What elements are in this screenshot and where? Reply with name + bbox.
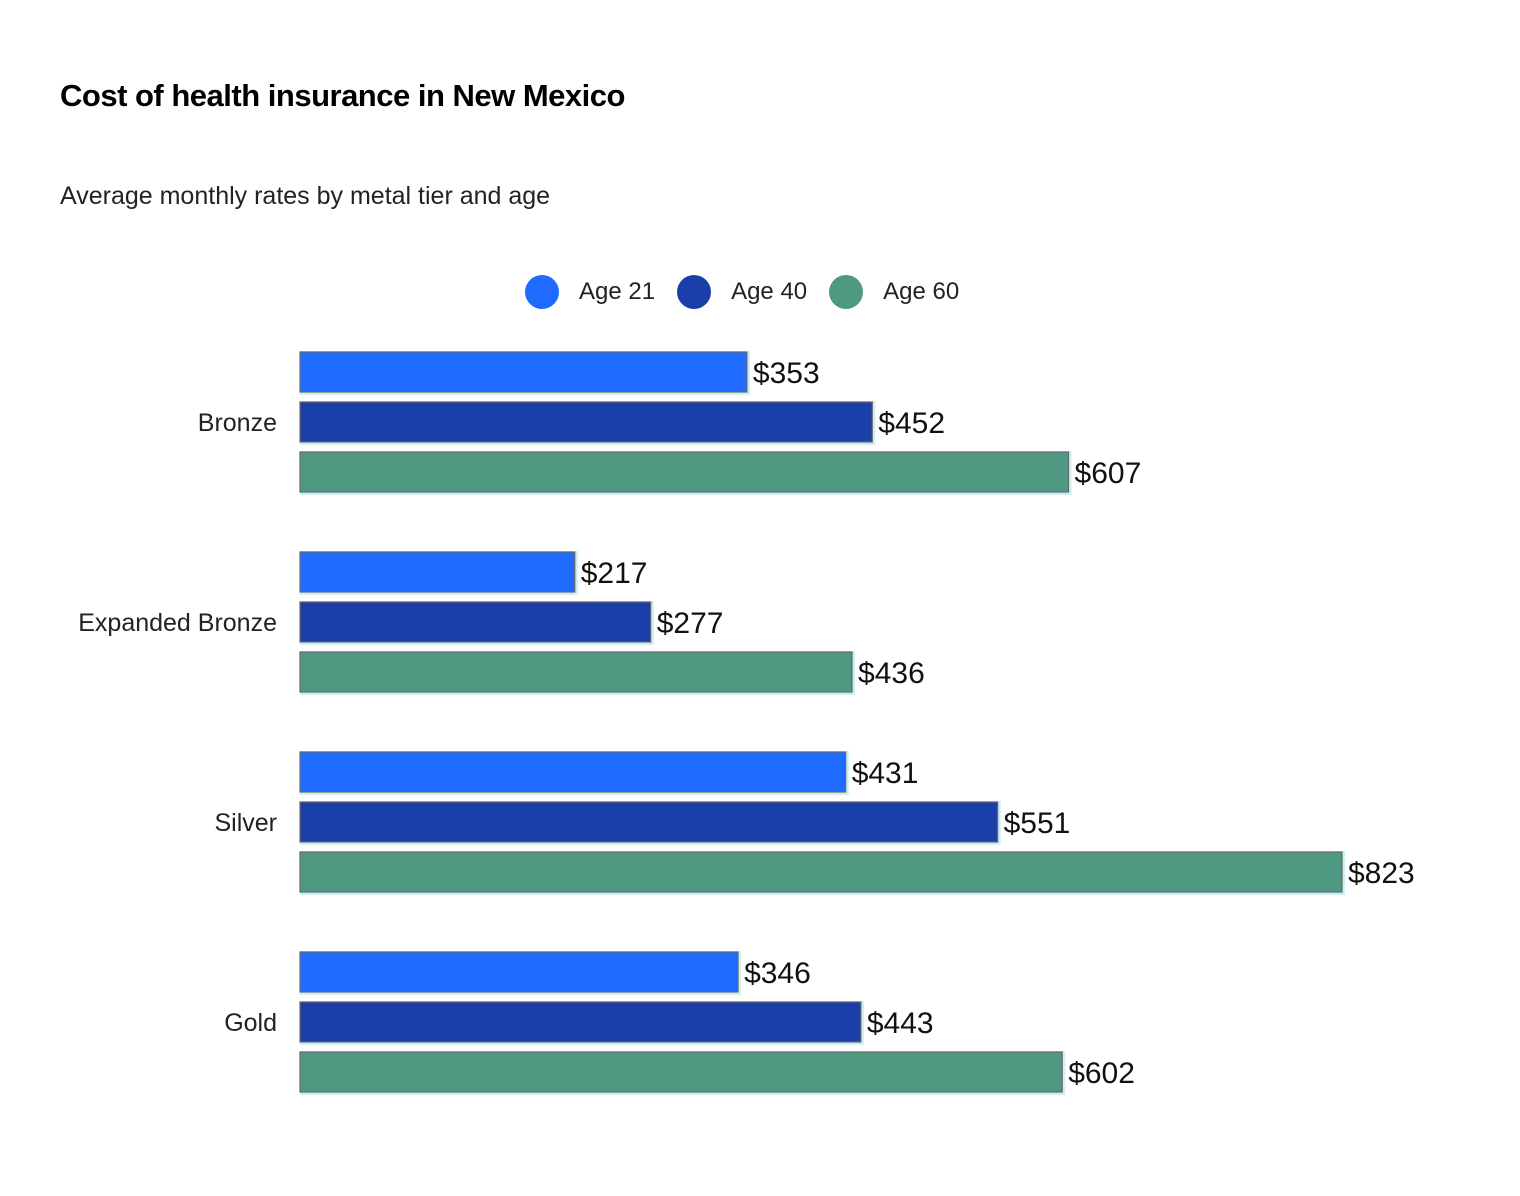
bar-expanded-bronze-age-60[interactable]: [299, 651, 853, 693]
category-label-expanded-bronze: Expanded Bronze: [78, 609, 277, 637]
legend: Age 21 Age 40 Age 60: [525, 272, 981, 312]
bar-expanded-bronze-age-40[interactable]: [299, 601, 652, 643]
bar-gold-age-21[interactable]: [299, 951, 739, 993]
value-label-gold-age-60: $602: [1068, 1057, 1135, 1090]
bar-bronze-age-60[interactable]: [299, 451, 1070, 493]
value-label-expanded-bronze-age-21: $217: [581, 557, 648, 590]
legend-label-age-60: Age 60: [883, 278, 960, 305]
value-label-gold-age-21: $346: [744, 957, 811, 990]
legend-dot-age-21: [525, 275, 559, 309]
bar-gold-age-40[interactable]: [299, 1001, 862, 1043]
legend-label-age-40: Age 40: [731, 278, 808, 305]
value-label-bronze-age-40: $452: [878, 407, 945, 440]
value-label-bronze-age-21: $353: [753, 357, 820, 390]
legend-label-age-21: Age 21: [579, 278, 656, 305]
value-label-expanded-bronze-age-60: $436: [858, 657, 925, 690]
category-label-gold: Gold: [224, 1009, 277, 1037]
bar-silver-age-21[interactable]: [299, 751, 847, 793]
value-label-gold-age-40: $443: [867, 1007, 934, 1040]
legend-dot-age-60: [829, 275, 864, 309]
value-label-silver-age-60: $823: [1348, 857, 1415, 890]
bar-silver-age-60[interactable]: [299, 851, 1343, 893]
legend-item-age-60[interactable]: Age 60: [829, 275, 959, 309]
bar-bronze-age-40[interactable]: [299, 401, 873, 443]
chart-title: Cost of health insurance in New Mexico: [60, 78, 625, 113]
value-label-silver-age-21: $431: [852, 757, 919, 790]
legend-item-age-21[interactable]: Age 21: [525, 275, 655, 309]
legend-dot-age-40: [677, 275, 712, 309]
category-label-bronze: Bronze: [198, 409, 277, 437]
bar-bronze-age-21[interactable]: [299, 351, 748, 393]
chart-subtitle: Average monthly rates by metal tier and …: [60, 182, 551, 210]
category-label-silver: Silver: [214, 809, 277, 837]
bar-expanded-bronze-age-21[interactable]: [299, 551, 576, 593]
value-label-expanded-bronze-age-40: $277: [657, 607, 724, 640]
bar-silver-age-40[interactable]: [299, 801, 999, 843]
legend-item-age-40[interactable]: Age 40: [677, 275, 807, 309]
value-label-bronze-age-60: $607: [1075, 457, 1142, 490]
value-label-silver-age-40: $551: [1004, 807, 1071, 840]
bar-gold-age-60[interactable]: [299, 1051, 1063, 1093]
